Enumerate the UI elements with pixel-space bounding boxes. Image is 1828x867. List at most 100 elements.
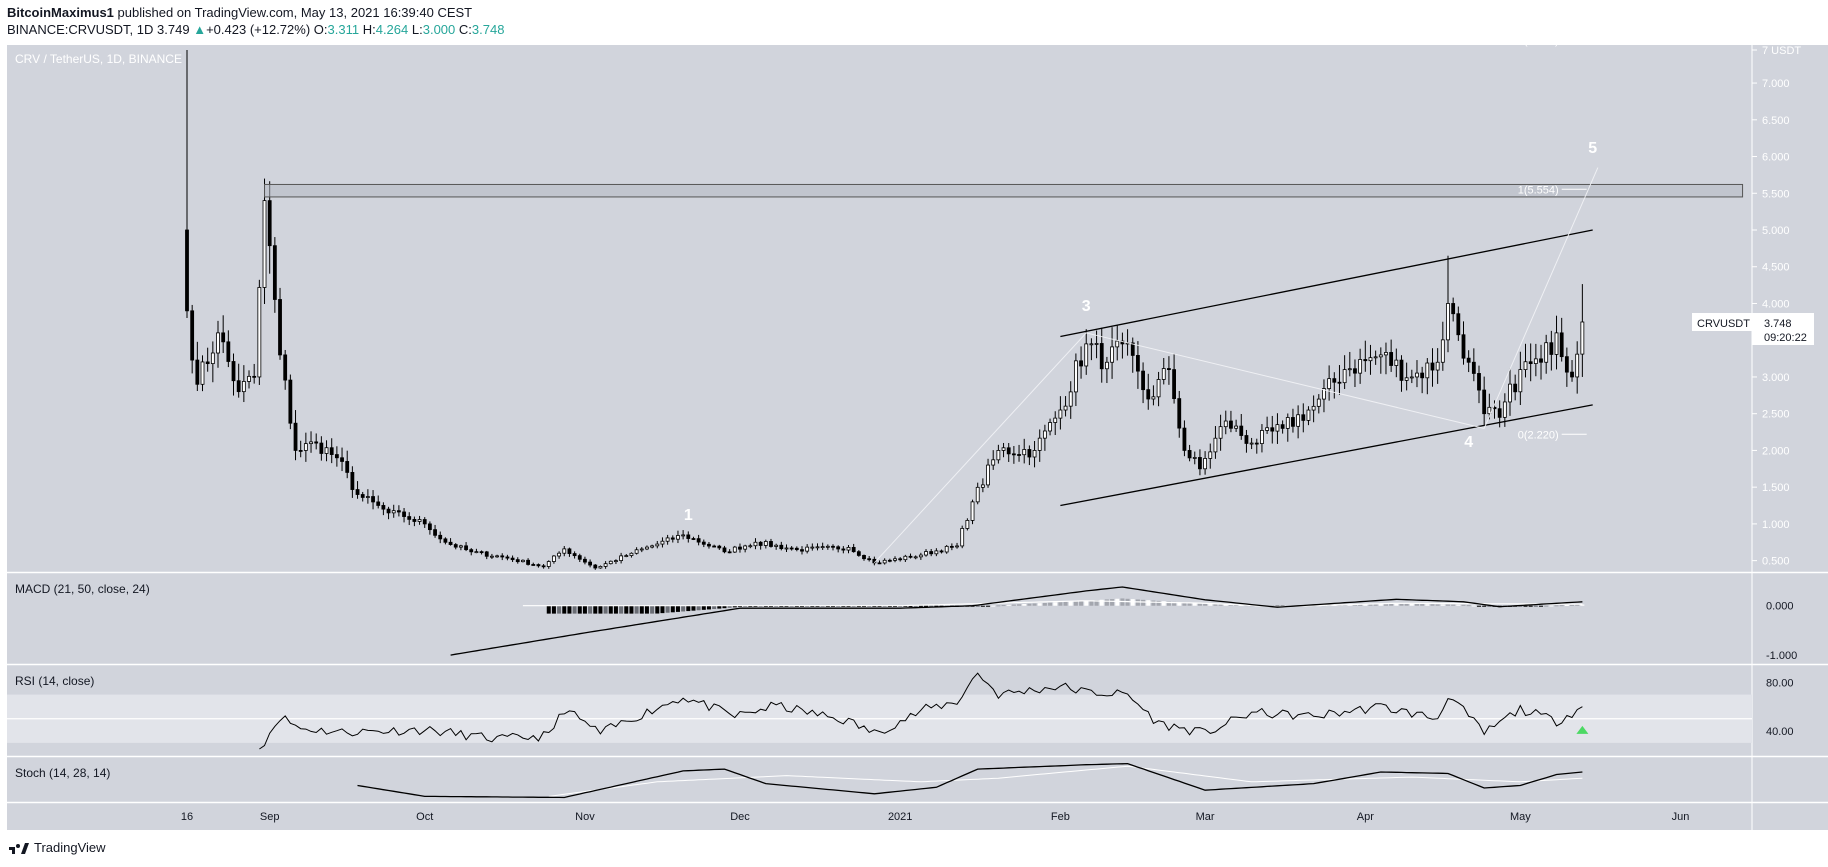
author-name[interactable]: BitcoinMaximus1 — [7, 5, 114, 20]
candle — [319, 436, 324, 461]
macd-histogram-bar — [1378, 604, 1383, 606]
macd-histogram-bar — [1435, 604, 1440, 606]
candle — [1523, 343, 1528, 378]
candle — [810, 543, 815, 551]
macd-histogram-bar — [1213, 604, 1218, 606]
wave-projection-line — [873, 167, 1599, 564]
macd-histogram-bar — [913, 605, 918, 607]
candle-body — [1508, 383, 1512, 403]
stoch-price-axis — [1752, 757, 1828, 802]
macd-histogram-bar — [722, 605, 727, 609]
candle-body — [443, 538, 448, 543]
candle-body — [1073, 360, 1078, 393]
candle-body — [252, 375, 257, 378]
candle-body — [221, 332, 226, 343]
candle-body — [1539, 358, 1543, 363]
macd-histogram-bar — [613, 605, 618, 614]
price-tick-label: 6.500 — [1762, 115, 1790, 127]
candle-body — [593, 564, 598, 569]
time-tick-label: 2021 — [888, 811, 912, 823]
candle-body — [1322, 388, 1326, 400]
macd-histogram-bar — [753, 605, 758, 607]
candle — [686, 531, 691, 543]
candle-body — [1094, 343, 1099, 345]
candle-body — [836, 546, 841, 550]
candle-body — [1533, 358, 1538, 364]
macd-histogram-bar — [588, 605, 593, 614]
macd-histogram-bar — [1166, 601, 1171, 606]
candle — [805, 544, 810, 554]
candle-body — [1182, 427, 1187, 451]
candle — [1011, 446, 1016, 464]
candle — [241, 365, 246, 403]
macd-histogram-bar — [815, 605, 820, 607]
candle-body — [303, 443, 308, 451]
candle — [226, 330, 231, 368]
candle-body — [464, 545, 468, 551]
tradingview-footer[interactable]: TradingView — [8, 840, 106, 855]
candle — [655, 540, 660, 549]
time-tick-label: Feb — [1051, 811, 1070, 823]
candle-body — [1234, 425, 1239, 429]
macd-histogram-bar — [841, 605, 846, 607]
candle — [1451, 297, 1456, 322]
candle — [650, 544, 655, 549]
candle-body — [1187, 450, 1192, 459]
candle-body — [500, 555, 505, 558]
candle — [185, 50, 189, 319]
candle — [960, 525, 965, 549]
candle-body — [619, 555, 624, 561]
candle-body — [846, 547, 851, 551]
candle-body — [371, 496, 375, 503]
candle — [1461, 321, 1466, 365]
candle-body — [1378, 354, 1383, 358]
candle-body — [696, 538, 701, 543]
candle-body — [1058, 409, 1063, 419]
price-tick-label: 1.500 — [1762, 482, 1790, 494]
candle — [1482, 376, 1487, 425]
candle — [1301, 403, 1306, 433]
candle-body — [1037, 437, 1042, 451]
candle-body — [1384, 352, 1388, 356]
candle-body — [386, 508, 391, 514]
candle-body — [815, 546, 820, 549]
candle — [500, 553, 505, 561]
candle-body — [495, 555, 499, 558]
macd-histogram-bar — [562, 605, 567, 614]
candle-body — [691, 538, 696, 540]
candle — [856, 550, 861, 557]
macd-histogram-bar — [1172, 601, 1177, 606]
candle — [526, 558, 530, 566]
candle — [748, 543, 753, 549]
candle — [484, 550, 489, 560]
candle-body — [515, 559, 520, 563]
macd-histogram-bar — [732, 605, 737, 608]
time-tick-label: Jun — [1672, 811, 1690, 823]
candle — [190, 304, 195, 374]
macd-histogram-bar — [572, 605, 577, 614]
last-price-symbol: CRVUSDT — [1697, 318, 1750, 330]
candle-body — [779, 544, 784, 550]
candle-body — [1063, 405, 1068, 411]
close-label: C: — [458, 22, 472, 37]
candle — [309, 431, 313, 453]
tradingview-logo-icon — [9, 842, 29, 854]
candle — [696, 534, 701, 546]
candle — [1554, 315, 1559, 370]
candle — [479, 550, 484, 555]
candle-body — [1471, 361, 1476, 374]
candle-body — [195, 359, 200, 385]
candle — [1327, 365, 1332, 401]
candle-body — [257, 287, 262, 378]
candle — [588, 559, 593, 568]
macd-histogram-bar — [670, 605, 675, 613]
price-tick-label: 5.500 — [1762, 188, 1790, 200]
macd-histogram-bar — [1130, 599, 1135, 606]
macd-histogram-bar — [1063, 601, 1068, 606]
macd-histogram-bar — [1203, 603, 1208, 606]
macd-histogram-bar — [1161, 601, 1166, 606]
macd-histogram-bar — [867, 605, 872, 607]
macd-histogram-bar — [639, 605, 644, 614]
macd-histogram-bar — [882, 605, 887, 607]
